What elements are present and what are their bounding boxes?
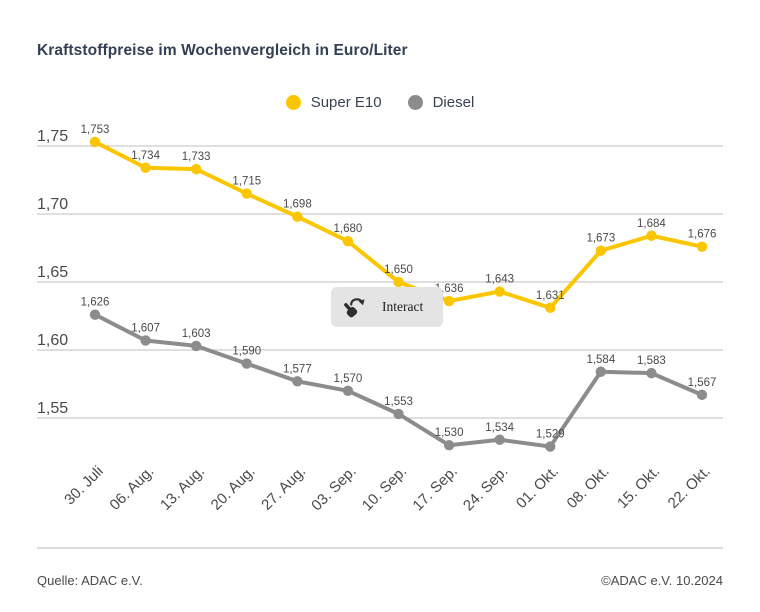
- data-label: 1,626: [81, 297, 110, 309]
- data-point-super-e10: [241, 188, 252, 199]
- data-point-diesel: [190, 340, 202, 352]
- data-label: 1,684: [637, 218, 666, 230]
- diesel-dot-icon: [407, 95, 423, 110]
- data-point-super-e10: [393, 276, 404, 288]
- data-point-super-e10: [140, 162, 151, 173]
- data-point-super-e10: [494, 286, 505, 297]
- data-label: 1,673: [586, 233, 615, 245]
- data-label: 1,631: [536, 290, 565, 302]
- source-text: Quelle: ADAC e.V.: [37, 573, 143, 588]
- data-label: 1,680: [334, 223, 363, 235]
- x-tick-label: 08. Okt.: [563, 463, 612, 512]
- data-point-super-e10: [595, 245, 607, 256]
- data-point-super-e10: [292, 211, 303, 222]
- data-point-super-e10: [696, 241, 708, 252]
- data-point-super-e10: [342, 236, 354, 247]
- data-point-super-e10: [89, 136, 101, 148]
- data-label: 1,734: [131, 150, 160, 162]
- data-point-diesel: [545, 441, 556, 452]
- data-label: 1,643: [485, 274, 514, 286]
- interact-button[interactable]: Interact: [331, 287, 443, 327]
- data-label: 1,698: [283, 199, 312, 211]
- y-tick-label: 1,60: [37, 332, 68, 349]
- y-tick-label: 1,65: [37, 264, 68, 281]
- data-point-diesel: [494, 434, 505, 445]
- x-tick-label: 24. Sep.: [460, 463, 512, 515]
- x-tick-label: 15. Okt.: [614, 463, 663, 512]
- data-label: 1,534: [485, 422, 514, 434]
- data-label: 1,530: [435, 427, 464, 439]
- data-point-diesel: [595, 366, 607, 377]
- x-tick-label: 10. Sep.: [359, 463, 411, 515]
- data-point-diesel: [342, 385, 354, 396]
- x-tick-label: 17. Sep.: [409, 463, 461, 515]
- data-point-super-e10: [545, 302, 556, 314]
- data-point-super-e10: [646, 230, 657, 241]
- data-label: 1,567: [688, 377, 717, 389]
- data-label: 1,590: [232, 346, 261, 358]
- legend-item-diesel: Diesel: [407, 94, 475, 111]
- data-point-super-e10: [443, 295, 455, 307]
- data-label: 1,570: [334, 373, 363, 385]
- data-label: 1,583: [637, 355, 666, 367]
- y-tick-label: 1,75: [37, 128, 68, 145]
- y-tick-label: 1,70: [37, 196, 68, 213]
- x-tick-label: 01. Okt.: [513, 463, 562, 512]
- page-title: Kraftstoffpreise im Wochenvergleich in E…: [37, 42, 408, 59]
- data-point-super-e10: [190, 163, 202, 175]
- x-tick-label: 06. Aug.: [106, 463, 157, 514]
- x-tick-label: 20. Aug.: [208, 463, 259, 514]
- legend-item-super-e10: Super E10: [285, 94, 382, 111]
- legend-label-super-e10: Super E10: [310, 94, 382, 111]
- data-point-diesel: [292, 376, 303, 387]
- data-label: 1,553: [384, 396, 413, 408]
- interact-button-label: Interact: [382, 299, 424, 314]
- super-e10-dot-icon: [285, 95, 301, 110]
- data-label: 1,577: [283, 363, 312, 375]
- legend-label-diesel: Diesel: [432, 94, 475, 111]
- data-label: 1,650: [384, 264, 413, 276]
- footer-divider: [37, 547, 723, 549]
- x-tick-label: 13. Aug.: [157, 463, 208, 514]
- data-label: 1,753: [81, 124, 110, 136]
- x-tick-label: 03. Sep.: [308, 463, 360, 515]
- data-label: 1,529: [536, 429, 565, 441]
- y-tick-label: 1,55: [37, 400, 68, 417]
- data-point-diesel: [89, 309, 101, 320]
- copyright-text: ©ADAC e.V. 10.2024: [601, 573, 723, 588]
- x-tick-label: 27. Aug.: [258, 463, 309, 514]
- data-point-diesel: [696, 389, 708, 401]
- chart-legend: Super E10 Diesel: [0, 94, 760, 111]
- data-label: 1,603: [182, 328, 211, 340]
- x-tick-label: 30. Juli: [61, 463, 107, 509]
- data-point-diesel: [393, 408, 404, 420]
- x-tick-label: 22. Okt.: [665, 463, 714, 512]
- data-point-diesel: [241, 358, 252, 369]
- data-label: 1,584: [586, 354, 615, 366]
- tap-hand-icon: [344, 298, 365, 318]
- data-point-diesel: [646, 367, 657, 379]
- data-label: 1,715: [232, 176, 261, 188]
- data-point-diesel: [140, 335, 151, 346]
- data-label: 1,607: [131, 322, 160, 334]
- data-point-diesel: [443, 440, 455, 451]
- data-label: 1,676: [688, 229, 717, 241]
- data-label: 1,733: [182, 151, 211, 163]
